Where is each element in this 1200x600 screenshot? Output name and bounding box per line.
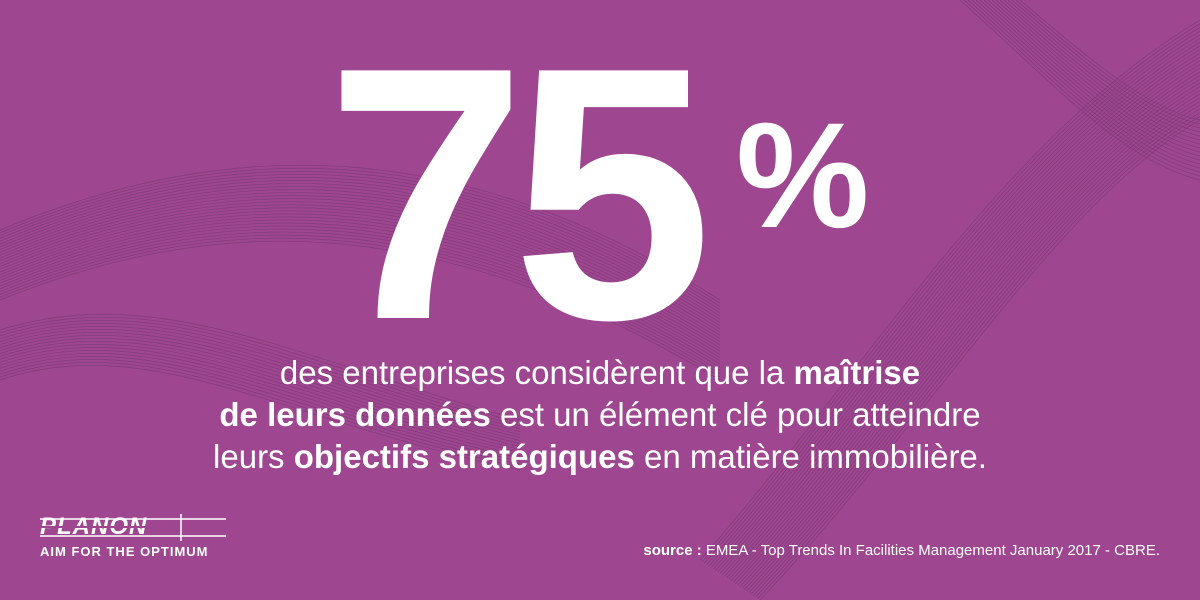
statement-text: des entreprises considèrent que la maîtr… — [150, 352, 1050, 478]
logo-tagline: AIM FOR THE OPTIMUM — [40, 544, 209, 559]
stat-percent-sign: % — [736, 91, 870, 259]
planon-logo: PLANON AIM FOR THE OPTIMUM — [40, 514, 240, 564]
statement-line-2-regular: est un élément clé pour atteindre — [490, 396, 981, 433]
wave-ribbon-lower-left — [0, 313, 521, 471]
statement-line-3-regular-a: leurs — [213, 438, 294, 475]
headline-statistic: 75 % — [326, 0, 886, 395]
stat-number: 75 — [326, 0, 712, 395]
wave-ribbon-top-right — [959, 0, 1200, 181]
wave-ribbon-left — [0, 164, 721, 381]
statement-line-3: leurs objectifs stratégiques en matière … — [150, 436, 1050, 478]
source-label: source : — [643, 542, 702, 559]
statement-line-1: des entreprises considèrent que la maîtr… — [150, 352, 1050, 394]
source-text: EMEA - Top Trends In Facilities Manageme… — [701, 542, 1160, 559]
statement-line-1-bold: maîtrise — [793, 354, 921, 391]
statement-line-1-regular: des entreprises considèrent que la — [279, 354, 794, 391]
statement-line-2: de leurs données est un élément clé pour… — [150, 394, 1050, 436]
statement-line-3-regular-b: en matière immobilière. — [634, 438, 987, 475]
wave-ribbon-right — [699, 19, 1200, 600]
statement-line-2-bold: de leurs données — [219, 396, 491, 433]
logo-crosshair-lines — [40, 514, 230, 541]
source-citation: source : EMEA - Top Trends In Facilities… — [643, 542, 1160, 560]
statement-line-3-bold: objectifs stratégiques — [293, 438, 635, 475]
